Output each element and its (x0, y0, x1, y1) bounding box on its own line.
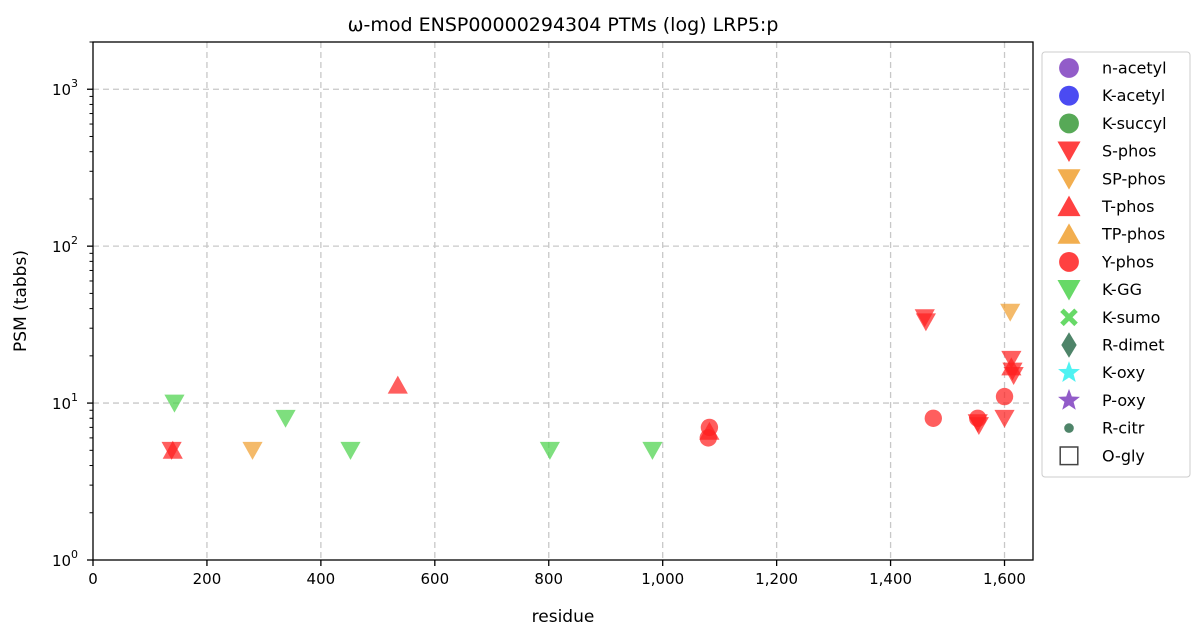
legend: n-acetyl K-acetyl K-succyl S-phos SP-phos T-p… (1041, 51, 1191, 478)
x-tick-label: 1,400 (869, 570, 912, 588)
legend-marker (1057, 195, 1081, 217)
data-point (995, 387, 1014, 406)
legend-marker (1057, 141, 1081, 162)
y-tick-base: 10 (52, 552, 71, 570)
legend-label: K-acetyl (1102, 86, 1165, 105)
legend-frame (1041, 51, 1191, 478)
y-tick-exponent: 0 (71, 548, 78, 561)
legend-label: T-phos (1101, 197, 1155, 216)
x-tick-label: 1,200 (755, 570, 798, 588)
grid (93, 42, 1033, 560)
x-tick-label: 1,000 (641, 570, 684, 588)
legend-marker (1057, 280, 1081, 301)
legend-label: Y-phos (1101, 252, 1154, 271)
legend-label: n-acetyl (1102, 59, 1167, 78)
y-tick-exponent: 3 (71, 77, 78, 90)
data-point (340, 441, 361, 460)
data-point (969, 409, 987, 427)
legend-label: K-succyl (1102, 114, 1167, 133)
legend-label: R-dimet (1102, 336, 1165, 355)
data-point (387, 375, 408, 394)
data-point (924, 409, 942, 427)
legend-marker (1059, 446, 1079, 466)
x-tick-label: 0 (88, 570, 98, 588)
data-point (164, 394, 185, 413)
legend-marker (1059, 85, 1079, 106)
x-tick-label: 800 (534, 570, 563, 588)
data-point (700, 418, 719, 437)
data-point (242, 441, 263, 460)
data-point (642, 441, 663, 460)
legend-label: S-phos (1102, 142, 1156, 161)
chart-title: ω-mod ENSP00000294304 PTMs (log) LRP5:p (348, 14, 779, 36)
legend-label: K-oxy (1102, 363, 1145, 382)
legend-marker (1059, 113, 1079, 134)
legend-marker (1064, 423, 1074, 433)
legend-label: P-oxy (1102, 391, 1146, 410)
legend-marker (1057, 223, 1081, 244)
data-point (994, 409, 1015, 428)
x-axis-title: residue (532, 607, 595, 627)
y-tick-base: 10 (52, 81, 71, 99)
legend-label: SP-phos (1102, 169, 1166, 188)
legend-label: O-gly (1102, 446, 1145, 465)
legend-marker (1059, 58, 1079, 78)
legend-marker (1057, 169, 1081, 190)
legend-marker (1061, 332, 1077, 358)
y-tick-base: 10 (52, 395, 71, 413)
y-tick-label: 103 (52, 77, 78, 99)
legend-label: TP-phos (1101, 225, 1165, 244)
data-points (161, 303, 1024, 460)
legend-label: K-sumo (1102, 308, 1160, 327)
plot-area-frame (92, 41, 1034, 561)
legend-marker (1059, 251, 1079, 272)
x-tick-label: 1,600 (983, 570, 1026, 588)
axes: 0 200 400 600 800 1,000 1,200 1,400 1,6001001011… (52, 41, 1026, 588)
x-tick-label: 400 (307, 570, 336, 588)
data-point (1000, 303, 1021, 322)
data-point (539, 441, 560, 460)
y-tick-exponent: 2 (71, 234, 78, 247)
data-point (915, 313, 936, 332)
legend-label: K-GG (1102, 280, 1142, 299)
data-point (1001, 357, 1022, 376)
y-axis-title: PSM (tabbs) (11, 250, 31, 352)
legend-marker (1058, 361, 1080, 383)
x-tick-label: 600 (420, 570, 449, 588)
legend-label: R-citr (1102, 419, 1145, 438)
y-tick-label: 102 (52, 234, 78, 256)
y-tick-label: 101 (52, 391, 78, 413)
y-tick-exponent: 1 (71, 391, 78, 404)
x-tick-label: 200 (193, 570, 222, 588)
legend-marker (1058, 388, 1080, 410)
y-tick-base: 10 (52, 238, 71, 256)
data-point (162, 440, 183, 459)
data-point (275, 409, 296, 428)
y-tick-label: 100 (52, 548, 78, 570)
legend-marker (1060, 308, 1078, 327)
